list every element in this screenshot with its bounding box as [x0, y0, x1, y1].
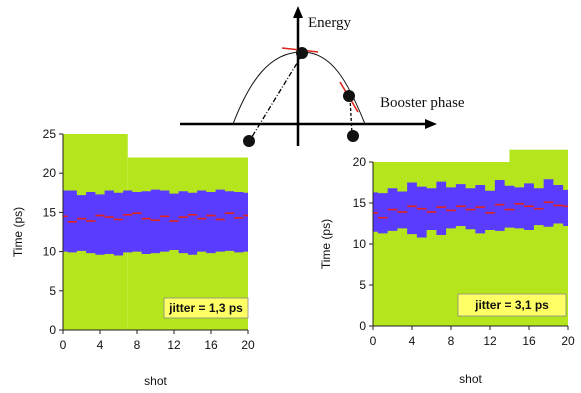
y-tick-label: 15: [43, 205, 57, 219]
energy-axis-label: Energy: [308, 15, 352, 31]
y-tick-label: 20: [353, 155, 367, 169]
jitter-band: [63, 189, 248, 256]
phase-axis-arrowhead: [425, 119, 437, 129]
crest-point: [296, 47, 308, 59]
y-axis-title: Time (ps): [11, 207, 25, 257]
off-crest-point: [343, 90, 355, 102]
x-tick-label: 8: [448, 334, 455, 348]
projected-phase-point-left: [243, 135, 255, 147]
y-tick-label: 25: [43, 127, 57, 141]
y-tick-label: 15: [353, 196, 367, 210]
y-tick-label: 5: [359, 278, 366, 292]
y-tick-label: 5: [49, 284, 56, 298]
x-tick-label: 4: [409, 334, 416, 348]
x-tick-label: 20: [241, 338, 255, 352]
x-tick-label: 12: [483, 334, 497, 348]
y-tick-label: 0: [359, 319, 366, 333]
jitter-annotation-box: [457, 293, 567, 317]
phase-diagram: Energy Booster phase: [180, 6, 465, 147]
y-tick-label: 20: [43, 166, 57, 180]
x-tick-label: 8: [134, 338, 141, 352]
off-crest-projection: [349, 97, 353, 135]
y-tick-label: 10: [43, 245, 57, 259]
x-tick-label: 0: [370, 334, 377, 348]
projected-phase-point-right: [347, 130, 359, 142]
x-tick-label: 16: [522, 334, 536, 348]
x-tick-label: 4: [97, 338, 104, 352]
y-axis-title: Time (ps): [319, 219, 333, 269]
crest-projection: [249, 54, 303, 141]
jitter-annotation: jitter = 3,1 ps: [474, 298, 549, 312]
y-tick-label: 0: [49, 323, 56, 337]
jitter-annotation: jitter = 1,3 ps: [168, 301, 243, 315]
energy-axis-arrowhead: [293, 6, 303, 18]
x-axis-title: shot: [459, 372, 482, 386]
x-axis-title: shot: [144, 374, 167, 388]
x-tick-label: 0: [60, 338, 67, 352]
phase-axis-label: Booster phase: [380, 95, 465, 111]
x-tick-label: 16: [204, 338, 218, 352]
right-timing-chart: 0 5 10 15 20 0 4 8 12 16 20 Time (ps) shot jitter = 3…: [319, 149, 575, 386]
x-tick-label: 12: [167, 338, 181, 352]
left-timing-chart: 0 5 10 15 20 25 0 4 8 12 16 20 Time (ps) shot jitter =…: [11, 127, 255, 388]
jitter-annotation-box: [163, 297, 249, 319]
jitter-band: [373, 179, 568, 238]
y-tick-label: 10: [353, 237, 367, 251]
x-tick-label: 20: [561, 334, 575, 348]
